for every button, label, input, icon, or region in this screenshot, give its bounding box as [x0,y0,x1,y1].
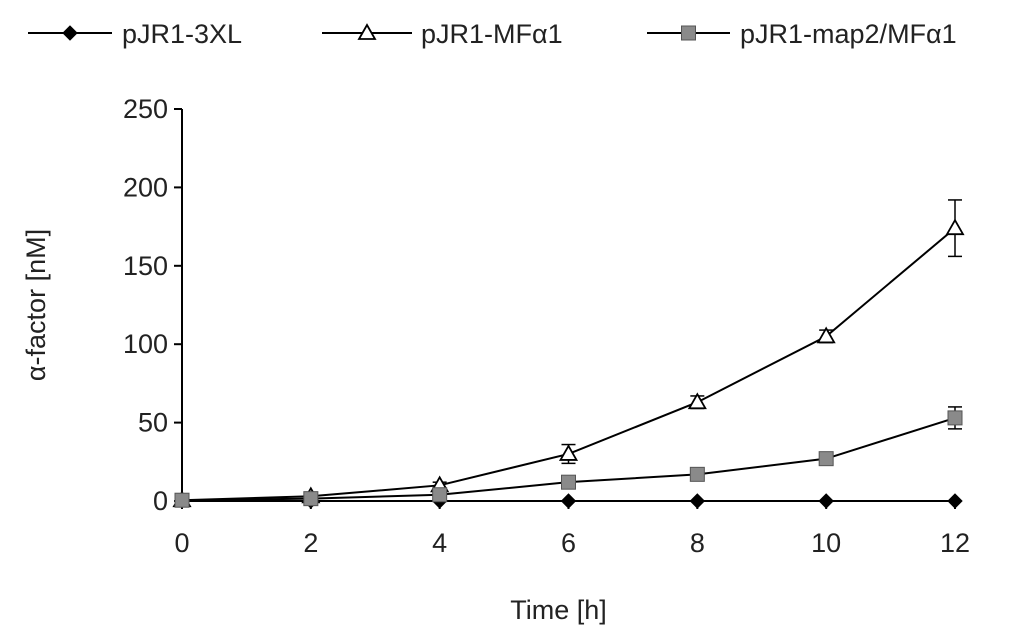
data-point-triangle [816,326,836,344]
data-point-diamond [62,25,78,41]
legend-item-1: pJR1-MFα1 [322,19,563,49]
legend-label: pJR1-MFα1 [421,19,563,49]
data-point-square [681,25,696,41]
data-point-triangle [357,23,377,40]
data-point-square [561,474,576,490]
y-tick-label: 100 [123,329,168,359]
data-point-square [174,492,190,508]
series-2 [174,406,963,508]
legend-label: pJR1-map2/MFα1 [740,19,957,49]
x-tick-label: 10 [811,528,841,558]
x-tick-label: 8 [690,528,705,558]
y-tick-label: 150 [123,251,168,281]
data-point-diamond [560,493,577,509]
data-point-square [947,410,963,426]
legend-label: pJR1-3XL [122,19,242,49]
data-point-square [303,491,319,507]
x-axis-title: Time [h] [510,595,607,625]
y-tick-label: 200 [123,172,168,202]
x-tick-label: 12 [940,528,970,558]
legend-item-2: pJR1-map2/MFα1 [647,19,957,49]
y-tick-label: 250 [123,94,168,124]
axes: 0 50 100 150 200 250 0 2 4 6 8 10 12 [123,94,970,558]
y-tick-label: 50 [138,408,168,438]
y-ticks: 0 50 100 150 200 250 [123,94,182,516]
legend: pJR1-3XL pJR1-MFα1 pJR1-map2/MFα1 [28,19,957,49]
data-point-triangle [945,218,965,236]
x-tick-label: 6 [561,528,576,558]
data-point-square [818,451,834,467]
x-tick-label: 0 [174,528,189,558]
series-1 [172,199,965,508]
data-point-square [432,487,448,503]
y-axis-title: α-factor [nM] [21,229,51,381]
x-tick-label: 2 [303,528,318,558]
legend-item-0: pJR1-3XL [28,19,242,49]
data-point-square [689,466,705,482]
plot-area [172,199,965,509]
data-point-diamond [689,493,706,509]
x-tick-label: 4 [432,528,447,558]
data-point-triangle [558,444,579,461]
data-point-diamond [947,493,963,509]
x-ticks: 0 2 4 6 8 10 12 [174,501,970,558]
data-point-diamond [818,493,834,509]
y-tick-label: 0 [153,486,168,516]
data-point-triangle [687,392,707,410]
